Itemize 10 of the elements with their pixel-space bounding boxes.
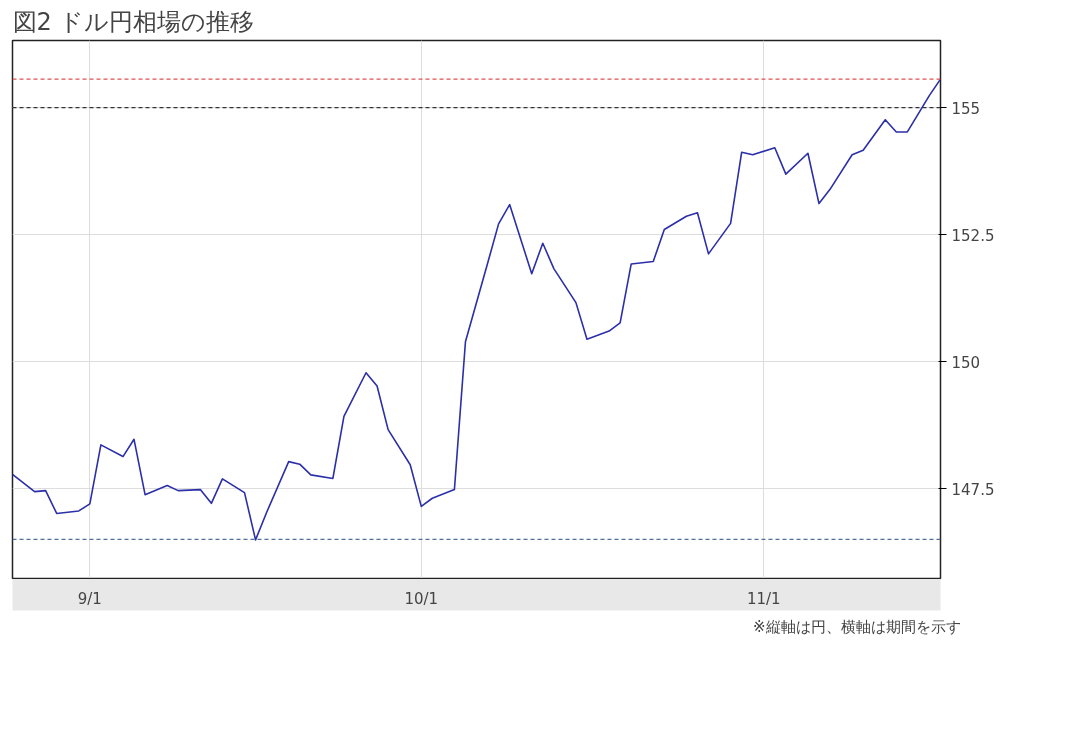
x-tick-label: 9/1 [77,589,102,608]
y-tick-label: 147.5 [951,480,995,499]
text: ※縦軸は円、横軸は期間を示す [752,617,961,636]
y-tick-label: 152.5 [951,226,995,245]
chart-title: 図2 ドル円相場の推移 [12,7,255,36]
y-tick-label: 150 [951,353,981,372]
x-tick-label: 10/1 [404,589,439,608]
x-tick-label: 11/1 [746,589,781,608]
line-series [12,78,941,541]
y-tick-label: 155 [951,99,981,118]
